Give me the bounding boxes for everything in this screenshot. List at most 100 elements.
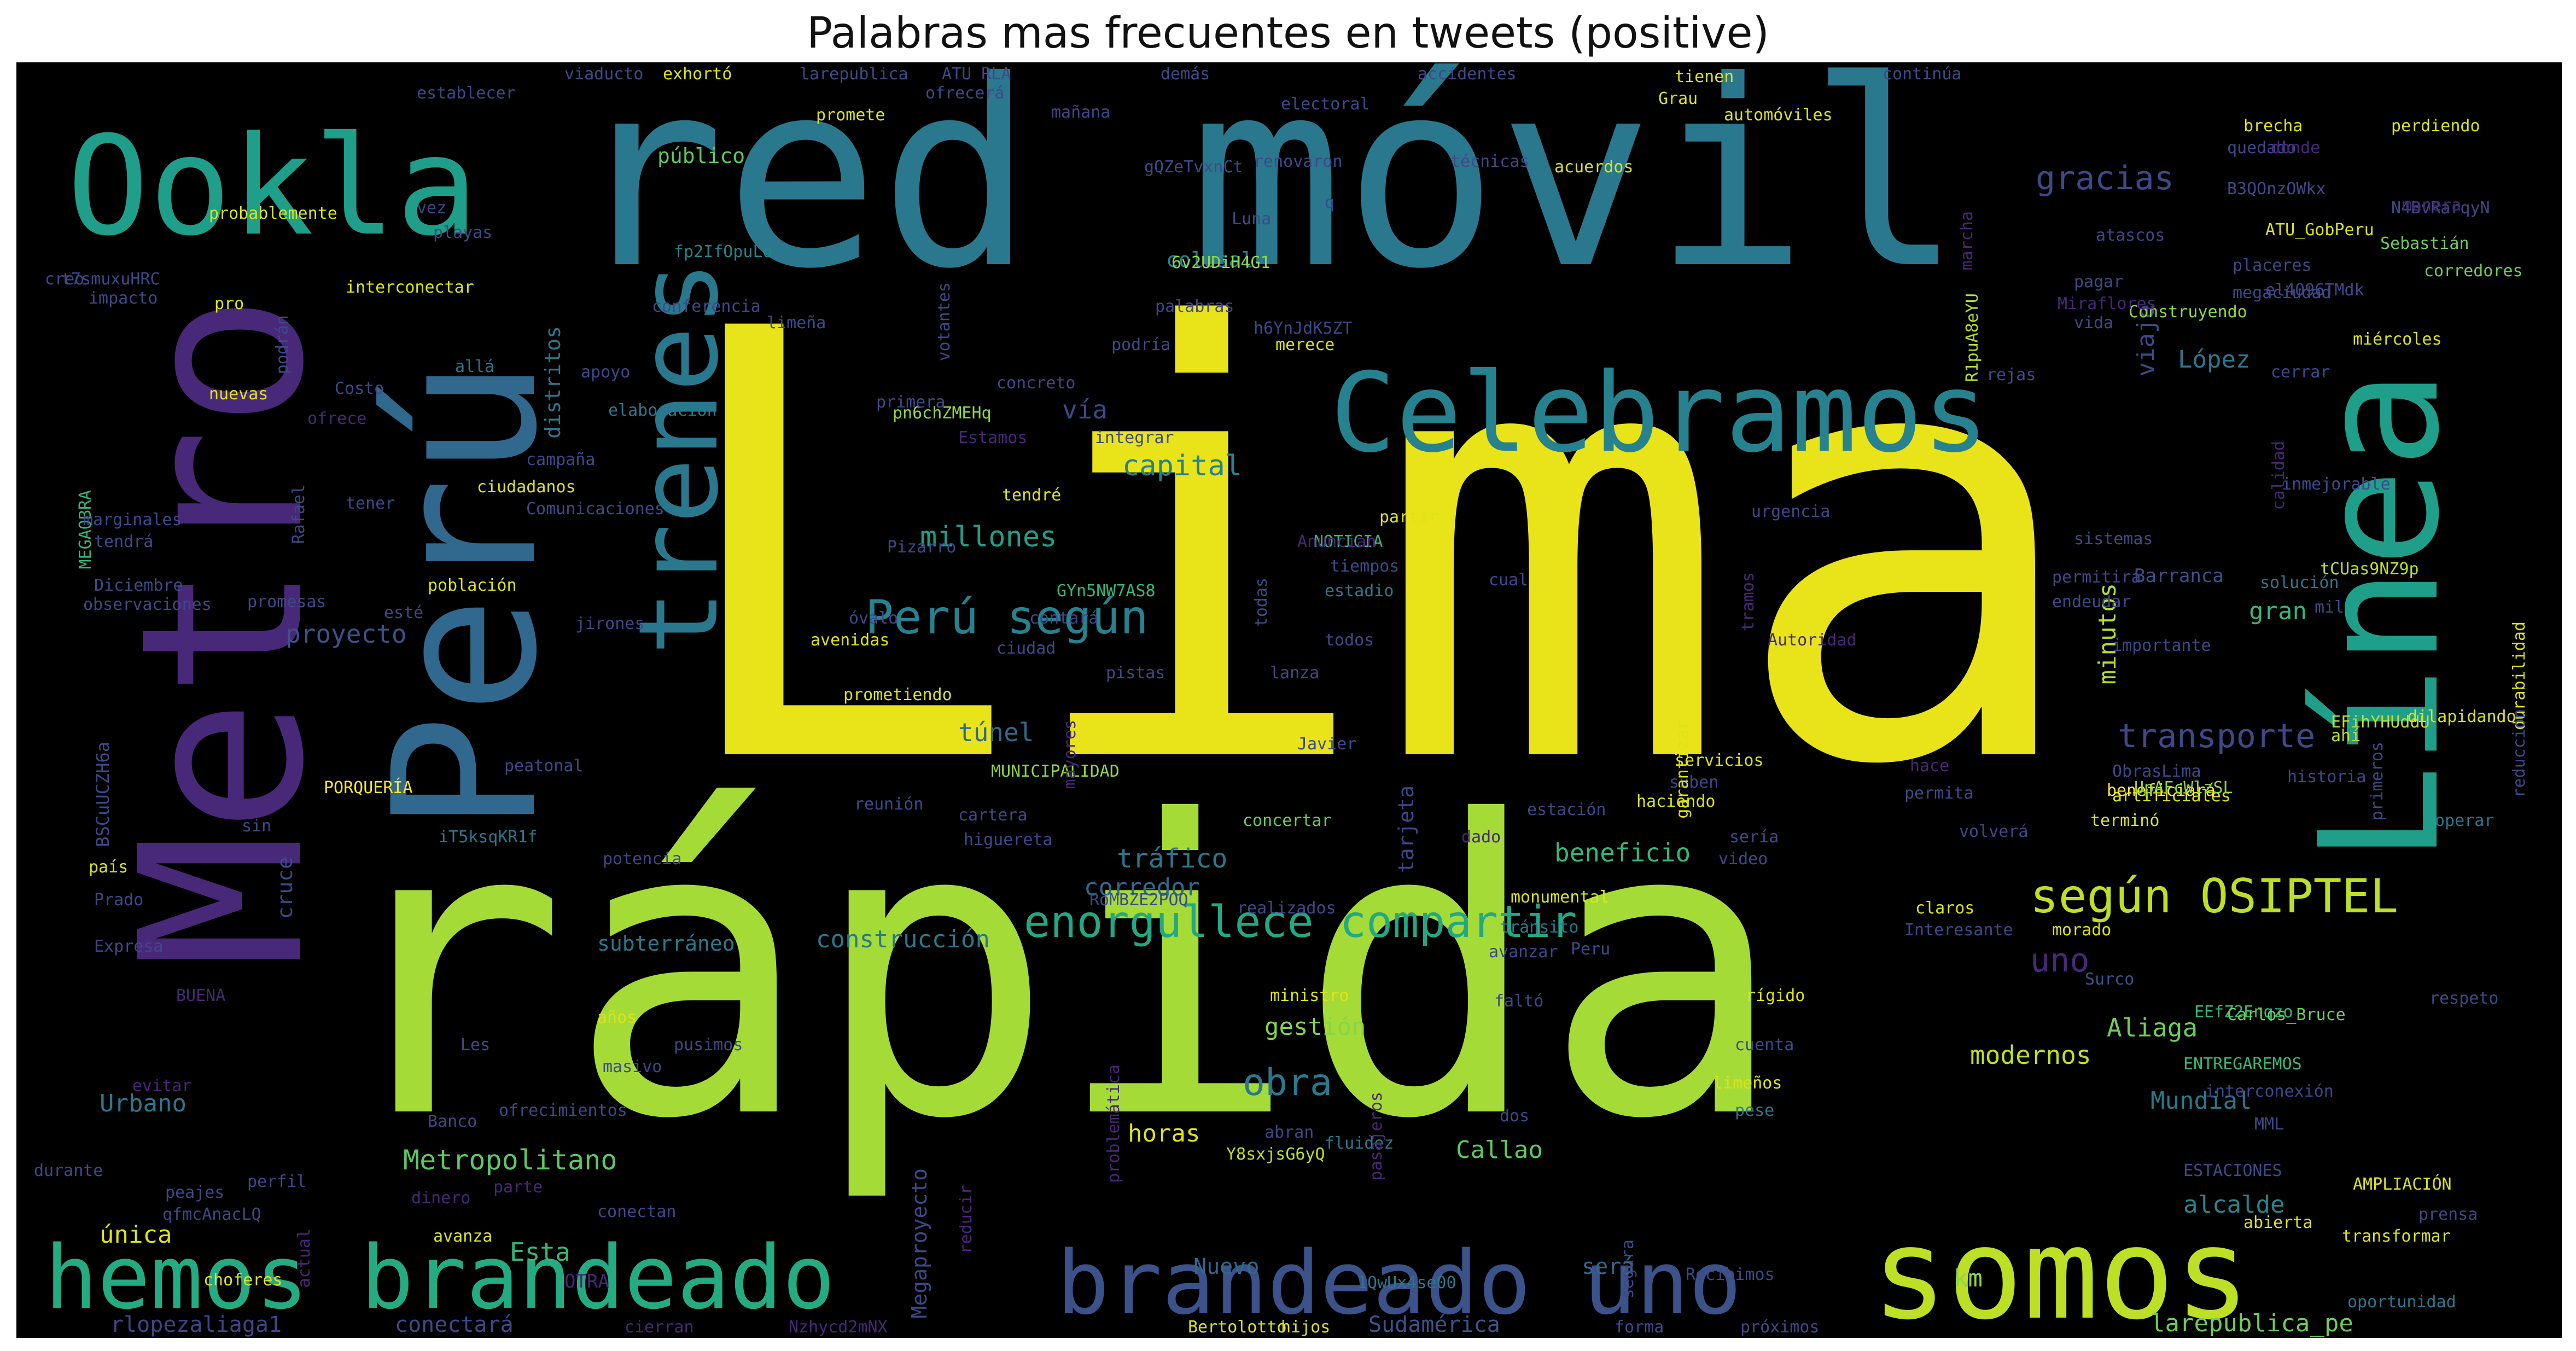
cloud-word: N4BvRarqyN [2391,199,2490,218]
cloud-word: tráfico [1117,843,1228,874]
cloud-word: tendrá [94,532,154,551]
cloud-word: permita [1904,784,1974,803]
cloud-word: público [657,144,745,168]
cloud-word: concreto [996,374,1076,393]
cloud-word: proyecto [285,619,407,649]
cloud-word: creo [45,270,85,289]
cloud-word: tramos [1739,572,1758,632]
cloud-word: NOTICIA [1314,532,1383,551]
cloud-word: Prado [94,890,144,910]
cloud-word: impacto [89,289,158,308]
cloud-word: capital [1122,450,1243,482]
cloud-word: promete [816,106,885,125]
cloud-word: integrar [1095,428,1174,447]
cloud-word: monumental [1511,888,1610,907]
cloud-word: ATU_GobPeru [2265,220,2374,240]
cloud-word: ofrece [307,409,367,428]
cloud-word: choferes [203,1271,283,1290]
cloud-word: iT5ksqKR1f [439,828,538,847]
cloud-word: técnicas [1450,152,1530,171]
cloud-word: qfmcAnacLQ [162,1205,261,1224]
word-cloud: Lima rápida red móvil Metro Perú Línea Ookla Ce… [16,62,2562,1338]
cloud-word: brecha [2243,117,2303,136]
cloud-word: sistemas [2074,529,2153,549]
cloud-word: país [89,858,129,877]
cloud-word: placeres [2233,256,2312,275]
cloud-word: perfil [247,1172,307,1191]
cloud-word: rlopezaliaga1 [110,1312,282,1337]
cloud-word: promesas [247,592,327,612]
cloud-word: pn6chZMEHq [893,404,992,423]
cloud-word: jirones [575,614,645,633]
cloud-word: Banco [428,1112,477,1131]
cloud-word: larepublica [800,65,908,84]
cloud-word: h6YnJdK5ZT [1254,319,1353,338]
cloud-word: gracias [2036,159,2174,197]
cloud-word: mañana [1051,103,1111,122]
cloud-word: ciudad [996,639,1056,658]
cloud-word: tCUas9NZ9p [2320,560,2419,579]
cloud-word: gran [2249,597,2307,625]
cloud-word: parte [493,1178,543,1197]
cloud-word: permitirá [2052,568,2141,587]
cloud-word: será [1582,1254,1635,1279]
cloud-word: Sebastián [2380,234,2469,253]
cloud-word: megaciudad [2233,283,2332,302]
cloud-word: ciudadanos [477,477,576,497]
cloud-word: millones [920,521,1057,554]
cloud-word: importante [2112,636,2211,655]
cloud-word: larepublica_pe [2150,1309,2353,1337]
cloud-word: merece [1275,335,1335,354]
cloud-word: respeto [2429,989,2499,1008]
cloud-word: artificiales [2112,787,2231,806]
cloud-word: Y8sxjsG6yQ [1226,1145,1325,1164]
cloud-word: obra [1243,1061,1332,1104]
cloud-word: Javier [1297,735,1357,754]
cloud-word: votantes [935,282,954,362]
cloud-word: suben [1669,773,1719,792]
cloud-word: Estamos [958,428,1028,447]
cloud-word: reducir [957,1185,976,1254]
cloud-word: MUNICIPALIDAD [991,762,1120,781]
cloud-word: pasajeros [1367,1092,1386,1181]
cloud-word: pese [1735,1101,1775,1120]
cloud-word: fluidez [1325,1134,1394,1153]
cloud-word: somos [1872,1202,2251,1338]
cloud-word: reunión [854,795,924,814]
cloud-word: avenidas [811,631,890,650]
cloud-word: Perú según [865,590,1149,645]
cloud-word: MML [2254,1115,2284,1134]
cloud-word: 1QwUx4se00 [1357,1273,1456,1292]
cloud-word: urgencia [1751,502,1831,521]
cloud-word: enorgullece compartir [1024,896,1577,947]
cloud-word: cerrar [2271,363,2330,382]
cloud-word: RoMBZE2POQ [1089,890,1188,910]
cloud-word: estadio [1325,581,1394,601]
cloud-word: corredor [1084,874,1200,901]
cloud-word: dos [1500,1107,1530,1126]
cloud-word: modernos [1970,1040,2091,1070]
cloud-word: transporte [2118,717,2316,755]
cloud-word: Urbano [100,1090,187,1117]
cloud-word: operar [2435,811,2495,830]
cloud-word: miércoles [2353,330,2442,349]
cloud-word: Esta [510,1237,570,1267]
cloud-word: nuevas [209,385,269,404]
cloud-word: ENTREGAREMOS [2183,1055,2302,1074]
cloud-word: contará [1029,609,1099,628]
cloud-word: UpAFcWlzSL [2134,778,2233,797]
cloud-word: rígido [1746,986,1805,1005]
cloud-word: corredores [2424,261,2523,281]
cloud-word: quedado [2227,138,2297,158]
cloud-word: perdiendo [2391,117,2480,136]
cloud-word: q [1325,193,1335,212]
cloud-word: continúa [1883,65,1962,84]
cloud-word: Expresa [94,937,164,956]
cloud-word: oportunidad [2347,1292,2456,1312]
cloud-word: OTRA [564,1271,609,1292]
cloud-word: hemos brandeado [45,1226,835,1329]
cloud-word: actual [295,1228,314,1288]
cloud-word: allá [455,357,495,376]
cloud-word: peajes [165,1183,225,1202]
cloud-word: brandeado uno [1057,1232,1742,1334]
